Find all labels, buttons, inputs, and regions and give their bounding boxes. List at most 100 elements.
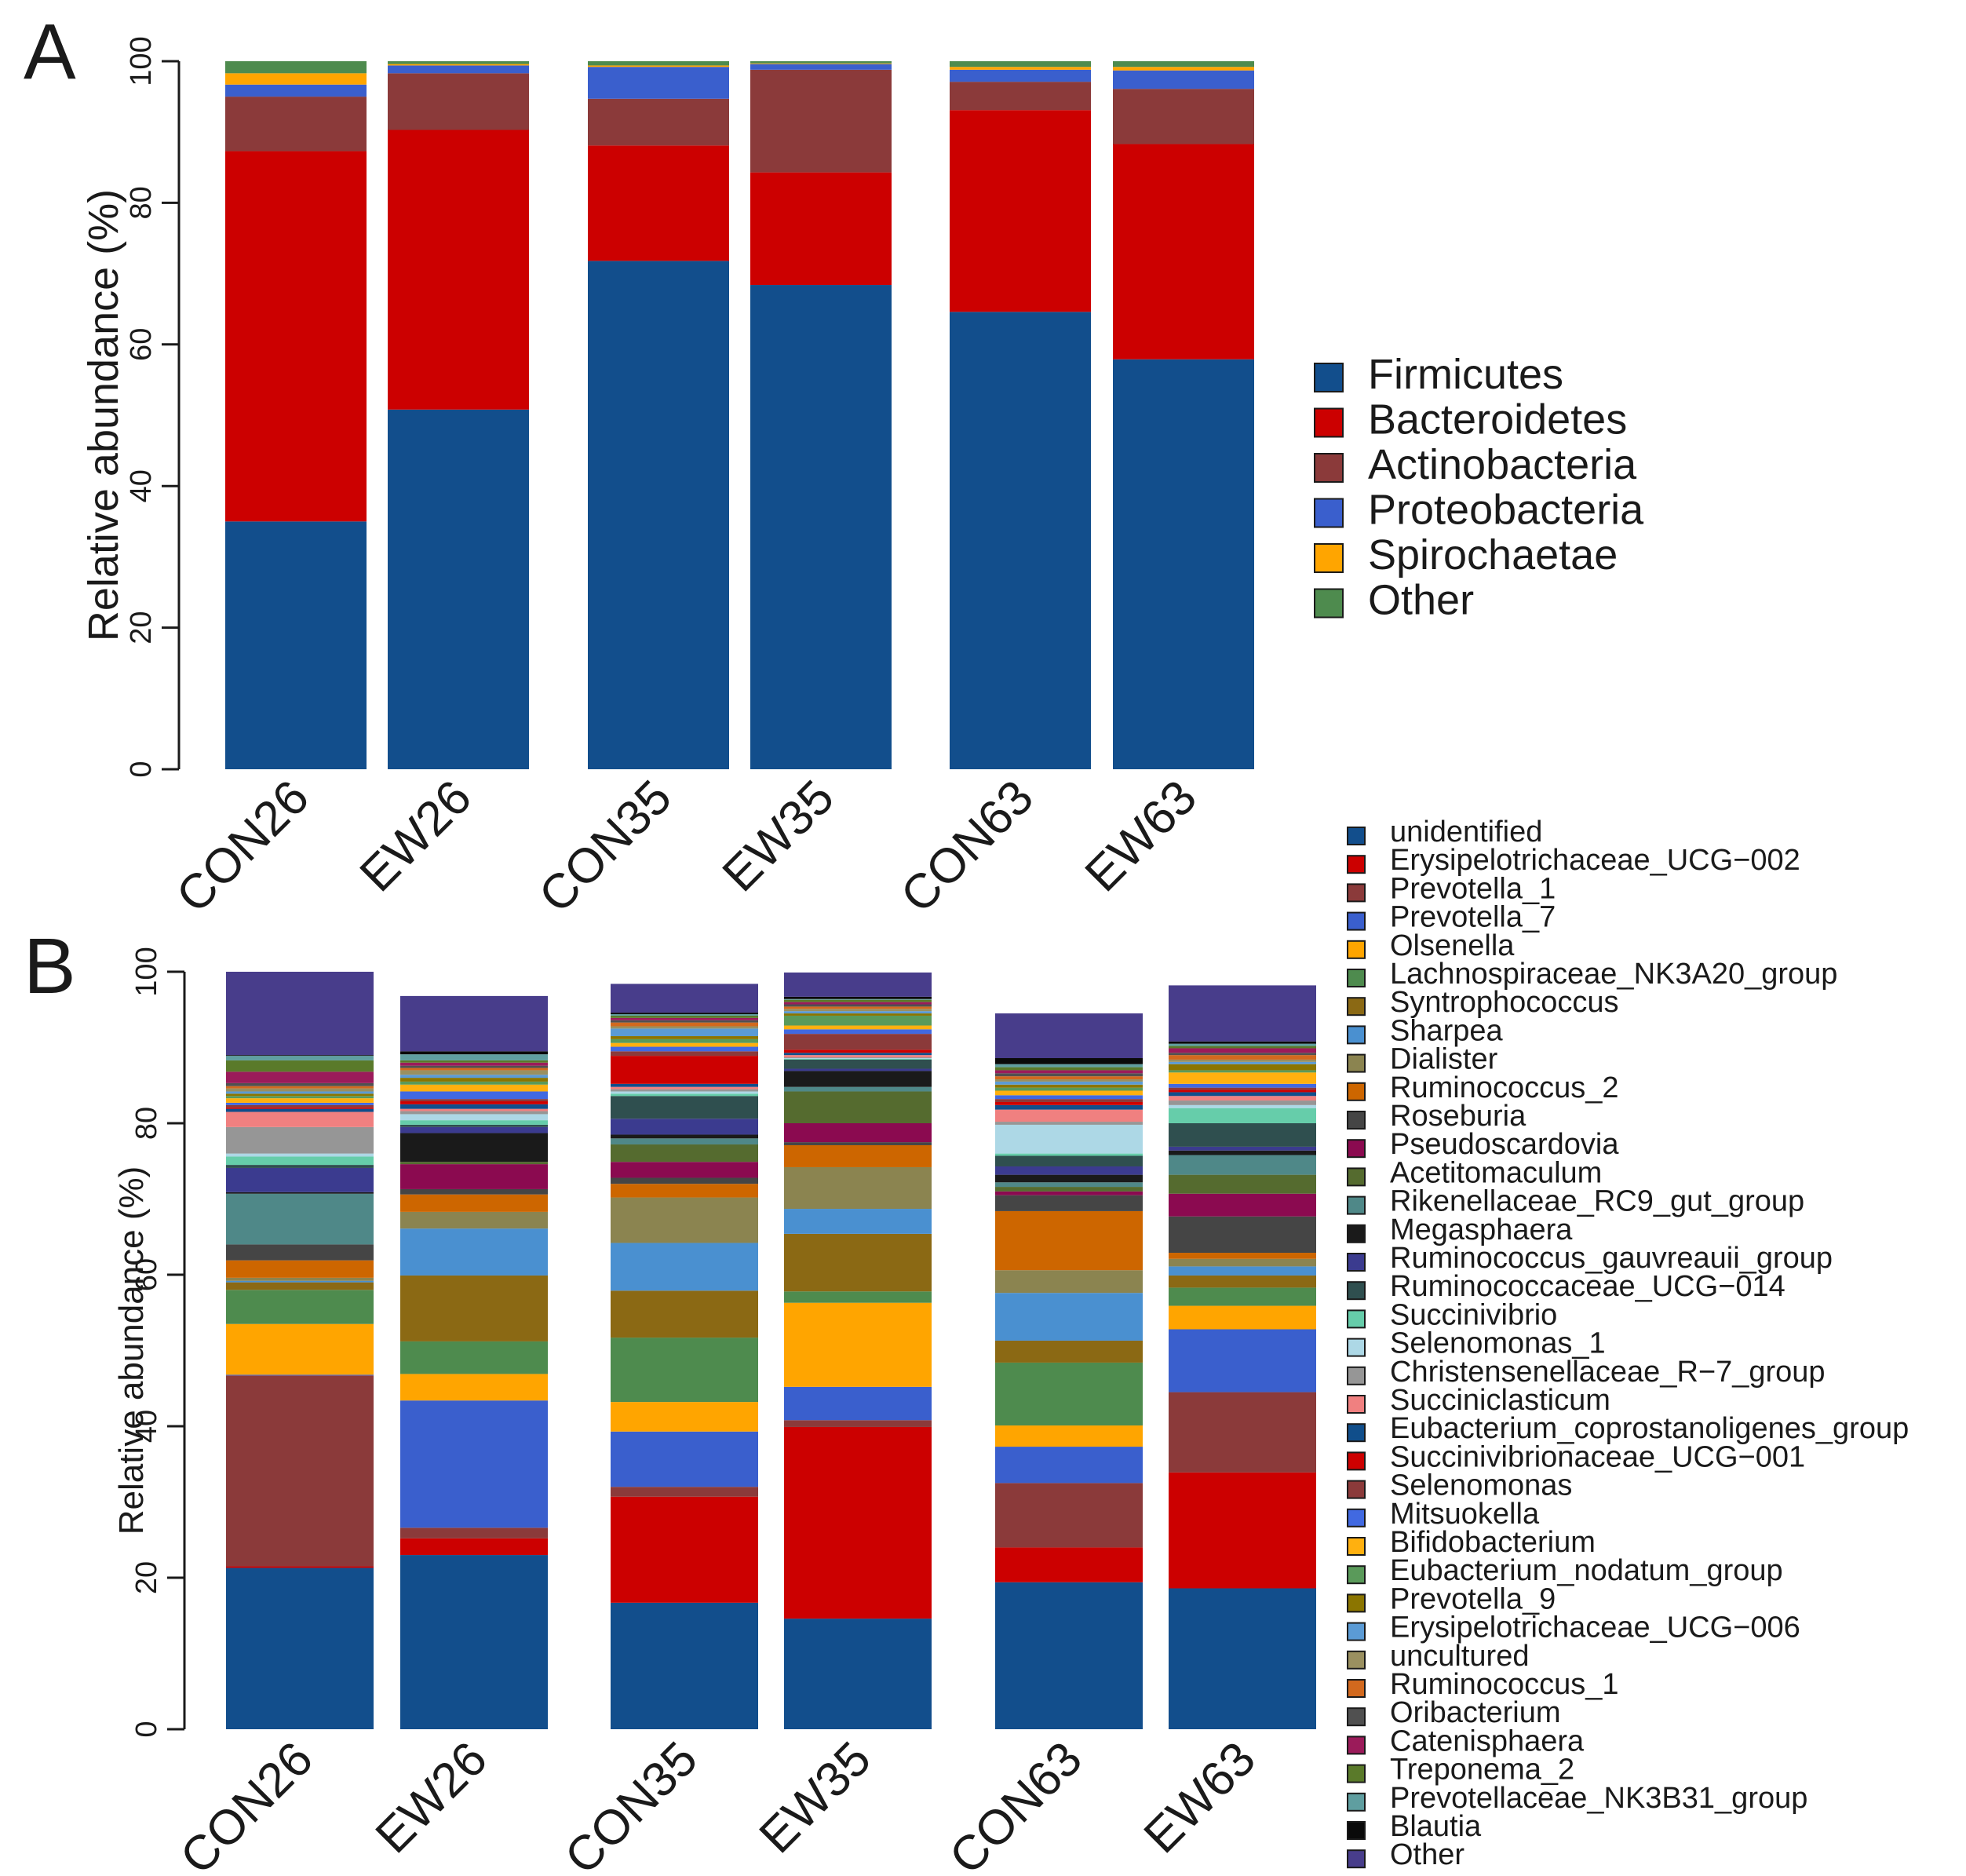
bar-segment-ew63-dialister — [1169, 1258, 1316, 1267]
bar-segment-con35-erysipelotrichaceae-ucg-002 — [611, 1496, 758, 1603]
legend-entry: Acetitomaculum — [1390, 1156, 1602, 1189]
legend-entry: Roseburia — [1390, 1100, 1526, 1133]
legend-swatch — [1347, 1537, 1366, 1556]
legend-swatch — [1347, 1309, 1366, 1329]
bar-segment-con26-mitsuokella — [226, 1102, 374, 1105]
bar-segment-ew63-spirochaetae — [1113, 67, 1254, 71]
bar-segment-con35-blautia — [611, 1013, 758, 1015]
bar-segment-ew26-olsenella — [400, 1374, 548, 1401]
bar-segment-ew26-blautia — [400, 1051, 548, 1055]
legend-entry: Firmicutes — [1368, 351, 1563, 398]
legend-swatch — [1347, 997, 1366, 1016]
bar-segment-con26-ruminococcaceae-ucg-014 — [226, 1165, 374, 1168]
bar-segment-con35-rikenellaceae-rc9-gut-group — [611, 1138, 758, 1145]
bar-segment-ew35-succiniclasticum — [784, 1055, 932, 1058]
bar-segment-ew63-eubacterium-coprostanoligenes-group — [1169, 1092, 1316, 1097]
legend-entry: Mitsuokella — [1390, 1498, 1540, 1531]
legend-swatch — [1347, 855, 1366, 874]
legend-entry: Prevotella_1 — [1390, 872, 1556, 905]
bar-segment-ew63-roseburia — [1169, 1216, 1316, 1254]
panel-label-b: B — [24, 922, 76, 1010]
x-tick-label: CON26 — [170, 1732, 323, 1876]
bar-segment-con35-ruminococcus-2 — [611, 1184, 758, 1198]
bar-segment-con63-catenisphaera — [995, 1070, 1143, 1074]
bar-segment-ew63-christensenellaceae-r-7-group — [1169, 1100, 1316, 1105]
legend-swatch — [1347, 883, 1366, 903]
bar-segment-con35-erysipelotrichaceae-ucg-006 — [611, 1028, 758, 1037]
legend-entry: Proteobacteria — [1368, 487, 1644, 534]
bar-segment-con35-prevotella-9 — [611, 1036, 758, 1039]
legend-swatch — [1314, 363, 1344, 392]
bar-segment-con63-succinivibrionaceae-ucg-001 — [995, 1101, 1143, 1105]
legend-entry: Bacteroidetes — [1368, 396, 1627, 443]
bar-segment-con63-other — [950, 61, 1091, 68]
bar-segment-con26-actinobacteria — [225, 97, 367, 151]
legend-entry: Eubacterium_coprostanoligenes_group — [1390, 1412, 1909, 1445]
legend-swatch — [1347, 1764, 1366, 1783]
legend-swatch — [1347, 1195, 1366, 1215]
bar-segment-ew63-proteobacteria — [1113, 70, 1254, 89]
bar-segment-con26-unidentified — [226, 1568, 374, 1729]
bar-segment-ew35-erysipelotrichaceae-ucg-002 — [784, 1426, 932, 1619]
bar-segment-con63-roseburia — [995, 1195, 1143, 1211]
legend-entry: Prevotella_9 — [1390, 1582, 1556, 1615]
bar-segment-ew26-bifidobacterium — [400, 1084, 548, 1092]
bar-segment-con63-bacteroidetes — [950, 110, 1091, 312]
bar-segment-ew35-prevotella-7 — [784, 1386, 932, 1421]
bar-segment-ew35-ruminococcus-gauvreauii-group — [784, 1068, 932, 1071]
x-tick-label: CON63 — [891, 770, 1044, 923]
bar-segment-con35-prevotella-1 — [611, 1487, 758, 1497]
legend-swatch — [1347, 940, 1366, 959]
bar-segment-ew63-unidentified — [1169, 1588, 1316, 1729]
legend-entry: Sharpea — [1390, 1014, 1504, 1047]
legend-entry: Prevotellaceae_NK3B31_group — [1390, 1782, 1807, 1815]
bar-segment-ew35-succinivibrionaceae-ucg-001 — [784, 1049, 932, 1053]
bar-segment-ew35-ruminococcus-2 — [784, 1144, 932, 1167]
bar-segment-con35-selenomonas — [611, 1051, 758, 1057]
bar-segment-con63-other — [995, 1013, 1143, 1059]
bar-segment-ew63-actinobacteria — [1113, 89, 1254, 144]
legend-swatch — [1347, 1224, 1366, 1243]
x-tick-label: EW26 — [350, 770, 482, 902]
legend-swatch — [1347, 1423, 1366, 1443]
bar-segment-con26-other — [225, 61, 367, 74]
legend-swatch — [1314, 453, 1344, 483]
bar-segment-con63-lachnospiraceae-nk3a20-group — [995, 1362, 1143, 1426]
bar-segment-ew26-actinobacteria — [388, 73, 529, 130]
legend-entry: Dialister — [1390, 1043, 1498, 1076]
legend-entry: Erysipelotrichaceae_UCG−002 — [1390, 844, 1800, 877]
bar-segment-ew63-megasphaera — [1169, 1150, 1316, 1155]
bar-segment-ew63-catenisphaera — [1169, 1048, 1316, 1053]
bar-segment-con35-bifidobacterium — [611, 1042, 758, 1047]
legend-swatch — [1347, 1139, 1366, 1159]
y-tick-label: 60 — [125, 328, 158, 361]
bar-segment-ew35-prevotella-1 — [784, 1420, 932, 1427]
legend-swatch — [1314, 498, 1344, 528]
bar-segment-ew63-blautia — [1169, 1041, 1316, 1044]
legend-entry: Ruminococcaceae_UCG−014 — [1390, 1270, 1785, 1303]
bar-segment-con63-unidentified — [995, 1582, 1143, 1729]
bar-segment-ew63-prevotella-9 — [1169, 1064, 1316, 1071]
bar-segment-ew63-succinivibrionaceae-ucg-001 — [1169, 1089, 1316, 1093]
bar-segment-ew26-pseudoscardovia — [400, 1164, 548, 1189]
bar-segment-ew26-treponema-2 — [400, 1060, 548, 1063]
bar-segment-ew63-prevotella-7 — [1169, 1329, 1316, 1392]
bar-segment-ew26-other — [388, 61, 529, 64]
bar-segment-ew63-ruminococcaceae-ucg-014 — [1169, 1123, 1316, 1147]
y-tick-label: 100 — [130, 947, 163, 996]
bar-segment-ew26-catenisphaera — [400, 1062, 548, 1066]
bar-segment-ew35-prevotellaceae-nk3b31-group — [784, 998, 932, 1000]
bar-segment-con26-other — [226, 972, 374, 1056]
panel-label-a: A — [24, 8, 76, 96]
bar-segment-ew26-selenomonas-1 — [400, 1114, 548, 1121]
legend-swatch — [1314, 588, 1344, 619]
bar-segment-ew35-oribacterium — [784, 1004, 932, 1007]
legend-swatch — [1347, 1253, 1366, 1272]
bar-segment-ew63-rikenellaceae-rc9-gut-group — [1169, 1155, 1316, 1175]
bar-segment-ew35-rikenellaceae-rc9-gut-group — [784, 1086, 932, 1092]
bar-segment-con63-erysipelotrichaceae-ucg-006 — [995, 1081, 1143, 1085]
y-tick-label: 80 — [130, 1107, 163, 1140]
legend-entry: Rikenellaceae_RC9_gut_group — [1390, 1185, 1804, 1218]
bar-segment-con35-firmicutes — [588, 261, 729, 769]
legend-entry: Succiniclasticum — [1390, 1384, 1610, 1417]
